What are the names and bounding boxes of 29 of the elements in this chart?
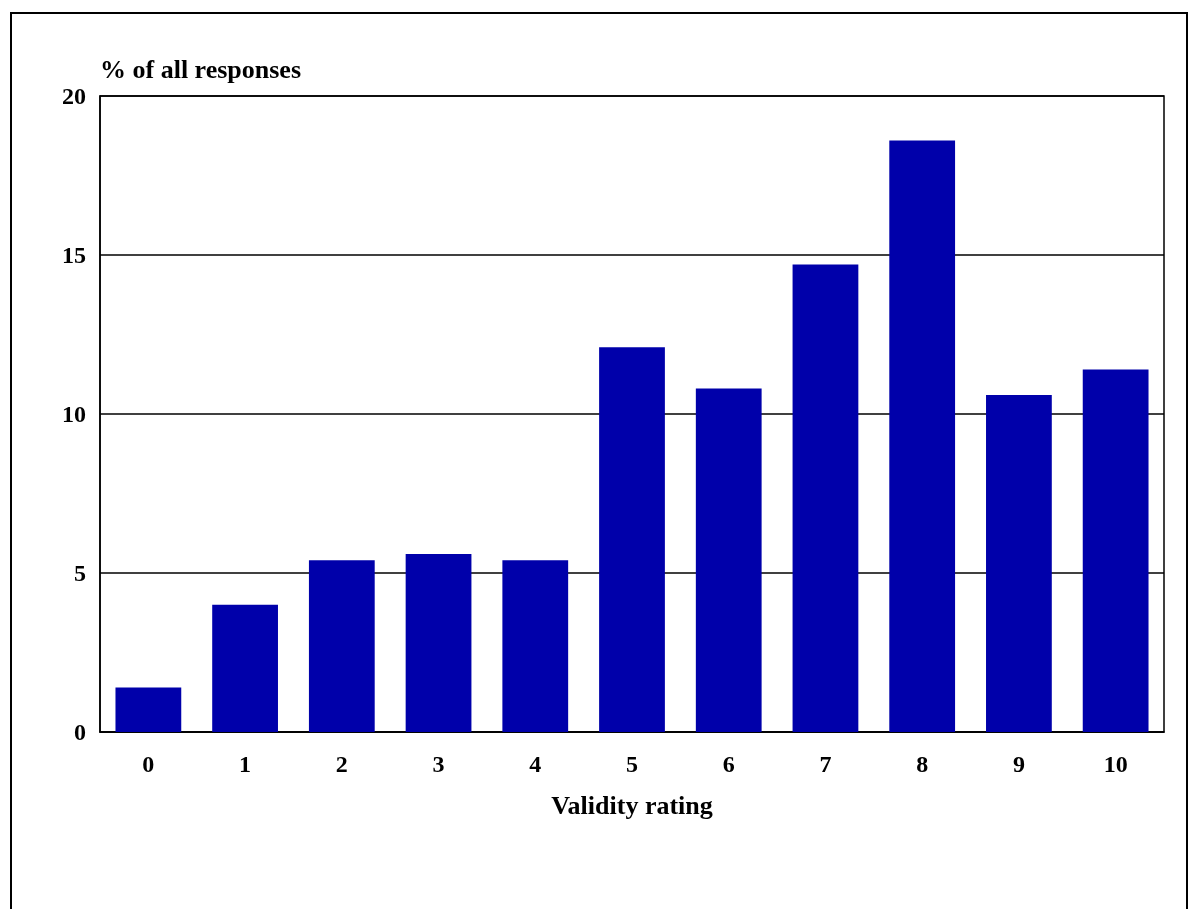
x-tick-label: 1 [239, 751, 252, 777]
x-tick-label: 4 [529, 751, 542, 777]
bar [308, 560, 375, 732]
x-tick-label: 10 [1103, 751, 1128, 777]
bar [889, 140, 956, 732]
bar [986, 394, 1052, 732]
x-tick-label: 8 [916, 751, 929, 777]
bar [405, 553, 472, 732]
x-tick-label: 7 [819, 751, 832, 777]
bar [599, 347, 665, 732]
y-tick-label: 15 [62, 242, 86, 268]
x-tick-label: 0 [142, 751, 155, 777]
x-tick-label: 2 [335, 751, 348, 777]
x-axis-title: Validity rating [551, 790, 713, 820]
y-tick-label: 5 [74, 560, 86, 586]
x-tick-label: 6 [722, 751, 735, 777]
bar [792, 264, 859, 732]
y-tick-label: 0 [74, 719, 86, 745]
bar [1082, 369, 1149, 732]
x-tick-label: 3 [432, 751, 445, 777]
bar [502, 560, 569, 732]
y-tick-label: 20 [62, 83, 86, 109]
bar [212, 604, 278, 732]
x-tick-label: 9 [1012, 751, 1025, 777]
bar [115, 687, 182, 732]
x-tick-label: 5 [626, 751, 638, 777]
bar [695, 388, 762, 732]
y-axis-title: % of all responses [100, 54, 302, 84]
y-tick-label: 10 [62, 401, 86, 427]
